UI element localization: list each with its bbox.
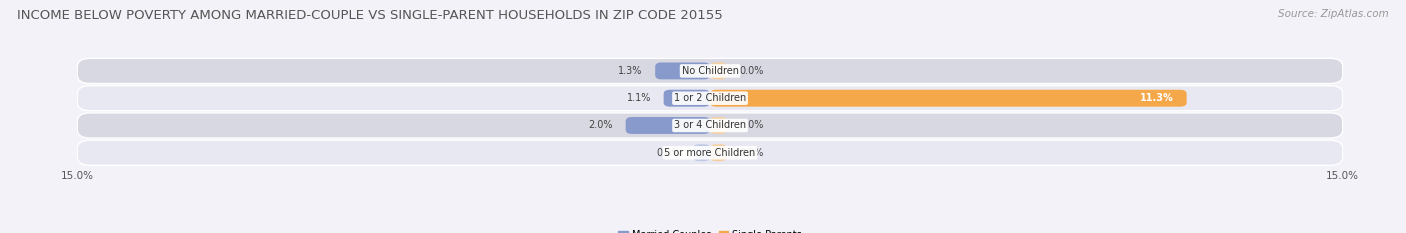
FancyBboxPatch shape [710, 117, 727, 134]
Text: 0.0%: 0.0% [740, 148, 763, 158]
Legend: Married Couples, Single Parents: Married Couples, Single Parents [614, 226, 806, 233]
FancyBboxPatch shape [655, 62, 710, 79]
FancyBboxPatch shape [77, 140, 1343, 165]
Text: 11.3%: 11.3% [1140, 93, 1174, 103]
Text: INCOME BELOW POVERTY AMONG MARRIED-COUPLE VS SINGLE-PARENT HOUSEHOLDS IN ZIP COD: INCOME BELOW POVERTY AMONG MARRIED-COUPL… [17, 9, 723, 22]
FancyBboxPatch shape [77, 113, 1343, 138]
Text: 2.0%: 2.0% [589, 120, 613, 130]
Text: 0.0%: 0.0% [740, 66, 763, 76]
FancyBboxPatch shape [664, 90, 710, 107]
Text: 1 or 2 Children: 1 or 2 Children [673, 93, 747, 103]
Text: 5 or more Children: 5 or more Children [665, 148, 755, 158]
Text: Source: ZipAtlas.com: Source: ZipAtlas.com [1278, 9, 1389, 19]
Text: 1.3%: 1.3% [619, 66, 643, 76]
Text: 0.0%: 0.0% [657, 148, 681, 158]
FancyBboxPatch shape [710, 90, 1187, 107]
Text: 3 or 4 Children: 3 or 4 Children [673, 120, 747, 130]
FancyBboxPatch shape [77, 86, 1343, 111]
FancyBboxPatch shape [77, 58, 1343, 83]
FancyBboxPatch shape [693, 144, 710, 161]
Text: 1.1%: 1.1% [627, 93, 651, 103]
FancyBboxPatch shape [710, 62, 727, 79]
Text: 0.0%: 0.0% [740, 120, 763, 130]
Text: No Children: No Children [682, 66, 738, 76]
FancyBboxPatch shape [710, 144, 727, 161]
FancyBboxPatch shape [626, 117, 710, 134]
